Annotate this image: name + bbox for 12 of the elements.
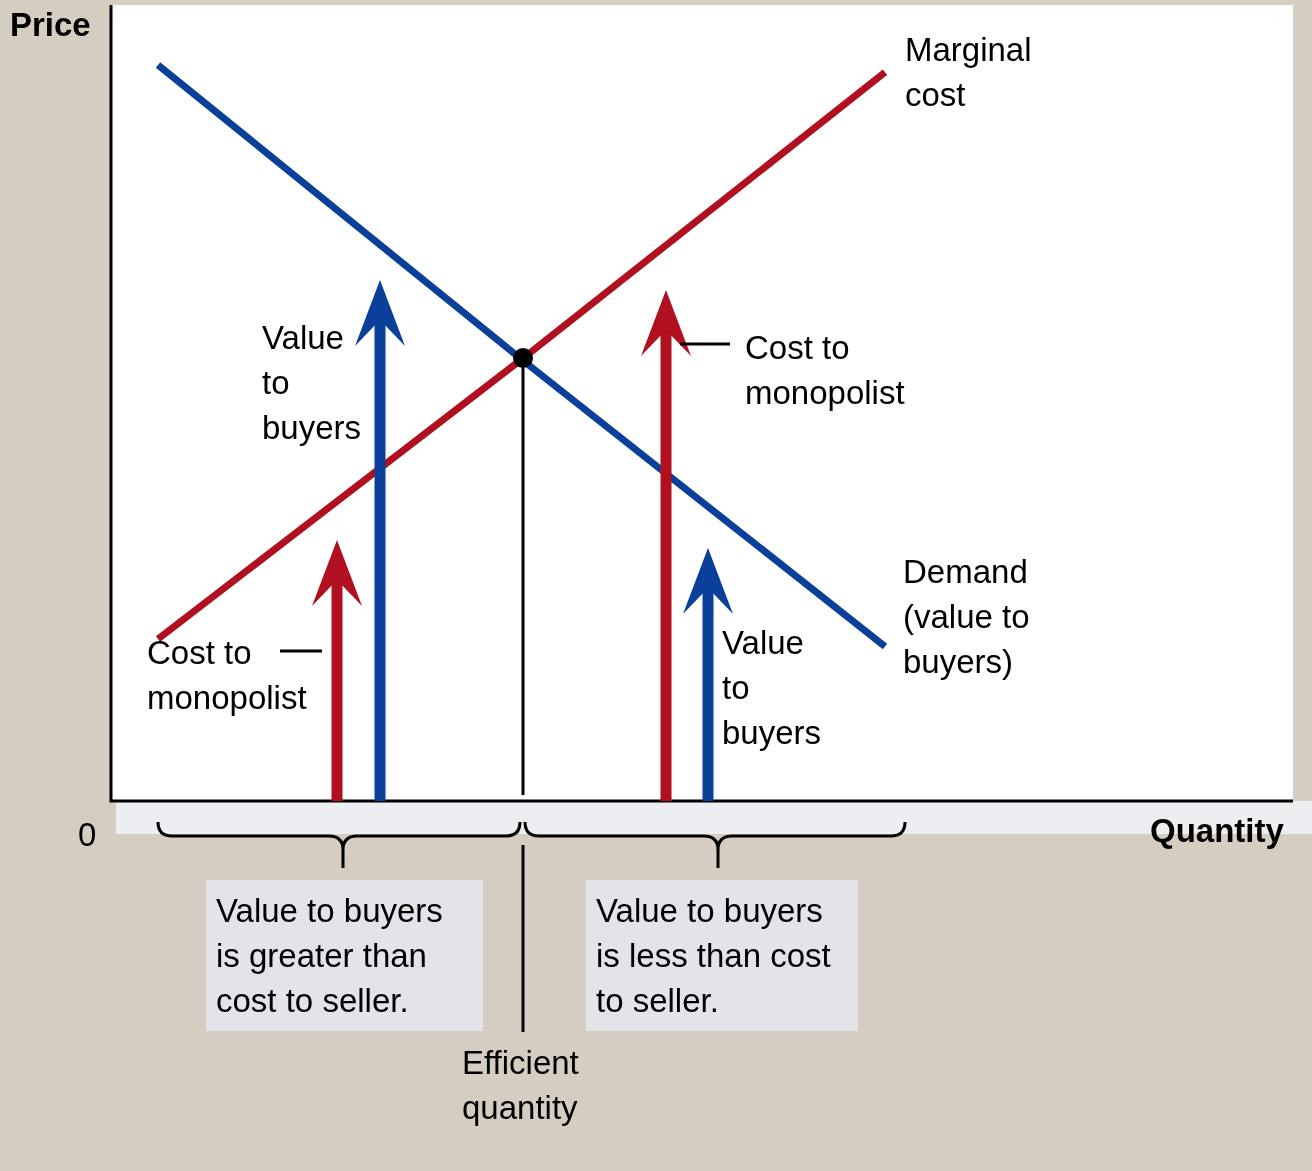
- text: Value to buyers is less than cost to seller.: [586, 880, 858, 1031]
- annotation: Cost to monopolist: [147, 633, 308, 718]
- annotation: Value to buyers: [722, 623, 823, 753]
- series-label: Marginal cost: [905, 31, 1041, 114]
- series-label: Demand (value to buyers): [903, 552, 1039, 680]
- y-axis-title: Price: [10, 5, 91, 45]
- annotation: Value to buyers: [262, 318, 363, 448]
- text: Efficient quantity: [462, 1043, 580, 1128]
- annotation: Cost to monopolist: [745, 328, 906, 413]
- text: Value to buyers is greater than cost to seller.: [206, 880, 483, 1031]
- x-axis-title: Quantity: [1150, 811, 1285, 851]
- text: 0: [78, 815, 98, 855]
